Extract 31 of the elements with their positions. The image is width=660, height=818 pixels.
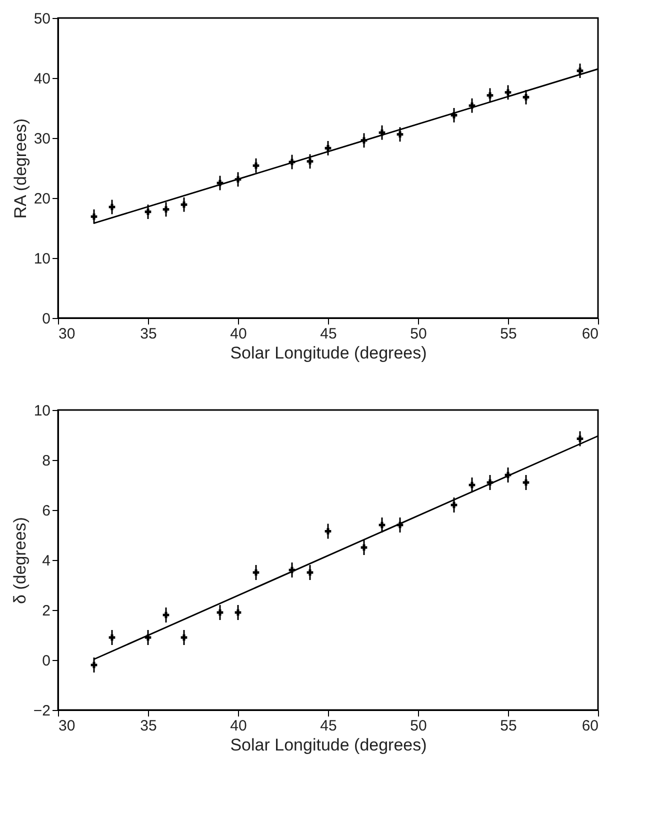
- y-tick-label: 30: [34, 130, 50, 148]
- y-tick-label: 2: [42, 602, 50, 620]
- x-tick-label: 40: [230, 326, 247, 342]
- x-tick-label: 35: [140, 326, 157, 342]
- x-tick-label: 35: [140, 718, 157, 734]
- y-tick-label: 6: [42, 502, 50, 520]
- y-axis-title: δ (degrees): [10, 517, 30, 604]
- x-tick-label: 45: [320, 326, 337, 342]
- y-tick-label: 10: [34, 402, 50, 420]
- y-tick-label: 0: [42, 310, 50, 328]
- x-tick-label: 30: [58, 718, 76, 734]
- x-tick-label: 60: [582, 718, 598, 734]
- y-axis-title: RA (degrees): [10, 118, 30, 219]
- y-tick-label: −2: [33, 702, 50, 720]
- x-tick-label: 55: [500, 718, 517, 734]
- x-tick-label: 55: [500, 326, 517, 342]
- y-tick-label: 4: [42, 552, 50, 570]
- y-tick-label: 10: [34, 250, 50, 268]
- x-tick-label: 45: [320, 718, 337, 734]
- x-tick-label: 30: [58, 326, 76, 342]
- x-axis-title: Solar Longitude (degrees): [230, 344, 427, 362]
- y-tick-label: 8: [42, 452, 50, 470]
- x-tick-label: 50: [410, 718, 427, 734]
- y-tick-label: 0: [42, 652, 50, 670]
- y-tick-label: 50: [34, 10, 50, 28]
- x-tick-label: 40: [230, 718, 247, 734]
- y-tick-label: 20: [34, 190, 50, 208]
- x-tick-label: 60: [582, 326, 598, 342]
- y-tick-label: 40: [34, 70, 50, 88]
- x-tick-label: 50: [410, 326, 427, 342]
- x-axis-title: Solar Longitude (degrees): [230, 736, 427, 754]
